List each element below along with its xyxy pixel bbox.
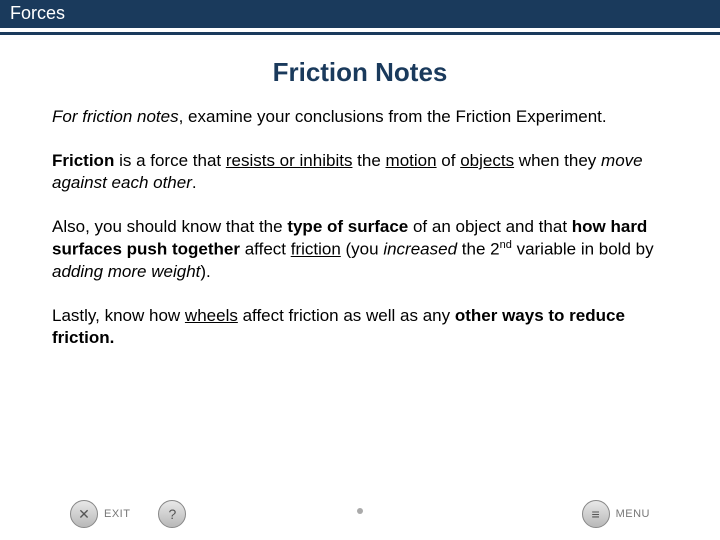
p3-s5: affect: [240, 240, 291, 259]
p2-s4: the: [352, 151, 385, 170]
p3-s1: Also, you should know that the: [52, 217, 287, 236]
menu-symbol: ≡: [592, 506, 600, 522]
p3-s11: variable in bold by: [512, 240, 654, 259]
menu-icon: ≡: [582, 500, 610, 528]
exit-button[interactable]: ✕ EXIT: [70, 500, 130, 528]
p3-s9: the 2: [457, 240, 500, 259]
help-symbol: ?: [169, 506, 177, 522]
content-area: For friction notes, examine your conclus…: [0, 106, 720, 349]
nav-left-group: ✕ EXIT ?: [70, 500, 186, 528]
menu-button[interactable]: ≡ MENU: [582, 500, 650, 528]
p2-s2: is a force that: [114, 151, 226, 170]
p3-adding: adding more weight: [52, 262, 200, 281]
p3-s3: of an object and that: [408, 217, 572, 236]
paragraph-3: Also, you should know that the type of s…: [52, 216, 668, 283]
p1-rest: , examine your conclusions from the Fric…: [179, 107, 607, 126]
p2-motion: motion: [386, 151, 437, 170]
p2-friction: Friction: [52, 151, 114, 170]
menu-label: MENU: [616, 508, 650, 520]
p4-s1: Lastly, know how: [52, 306, 185, 325]
paragraph-2: Friction is a force that resists or inhi…: [52, 150, 668, 194]
help-icon: ?: [158, 500, 186, 528]
p2-s10: .: [192, 173, 197, 192]
help-button[interactable]: ?: [158, 500, 186, 528]
exit-label: EXIT: [104, 508, 130, 520]
header-title: Forces: [10, 3, 65, 23]
header-bar: Forces: [0, 0, 720, 28]
p4-s3: affect friction as well as any: [238, 306, 455, 325]
header-divider: [0, 32, 720, 35]
p3-nd: nd: [500, 239, 512, 251]
nav-bar: ✕ EXIT ? ≡ MENU: [0, 500, 720, 528]
p2-s8: when they: [514, 151, 601, 170]
paragraph-1: For friction notes, examine your conclus…: [52, 106, 668, 128]
slide-title: Friction Notes: [0, 57, 720, 88]
paragraph-4: Lastly, know how wheels affect friction …: [52, 305, 668, 349]
p3-increased: increased: [383, 240, 457, 259]
p3-friction: friction: [291, 240, 341, 259]
p3-type: type of surface: [287, 217, 408, 236]
exit-symbol: ✕: [78, 506, 90, 523]
p2-objects: objects: [460, 151, 514, 170]
p2-resists: resists or inhibits: [226, 151, 353, 170]
p1-italic: For friction notes: [52, 107, 179, 126]
p4-wheels: wheels: [185, 306, 238, 325]
p3-s13: ).: [200, 262, 210, 281]
p3-s7: (you: [341, 240, 384, 259]
p2-s6: of: [437, 151, 461, 170]
exit-icon: ✕: [70, 500, 98, 528]
